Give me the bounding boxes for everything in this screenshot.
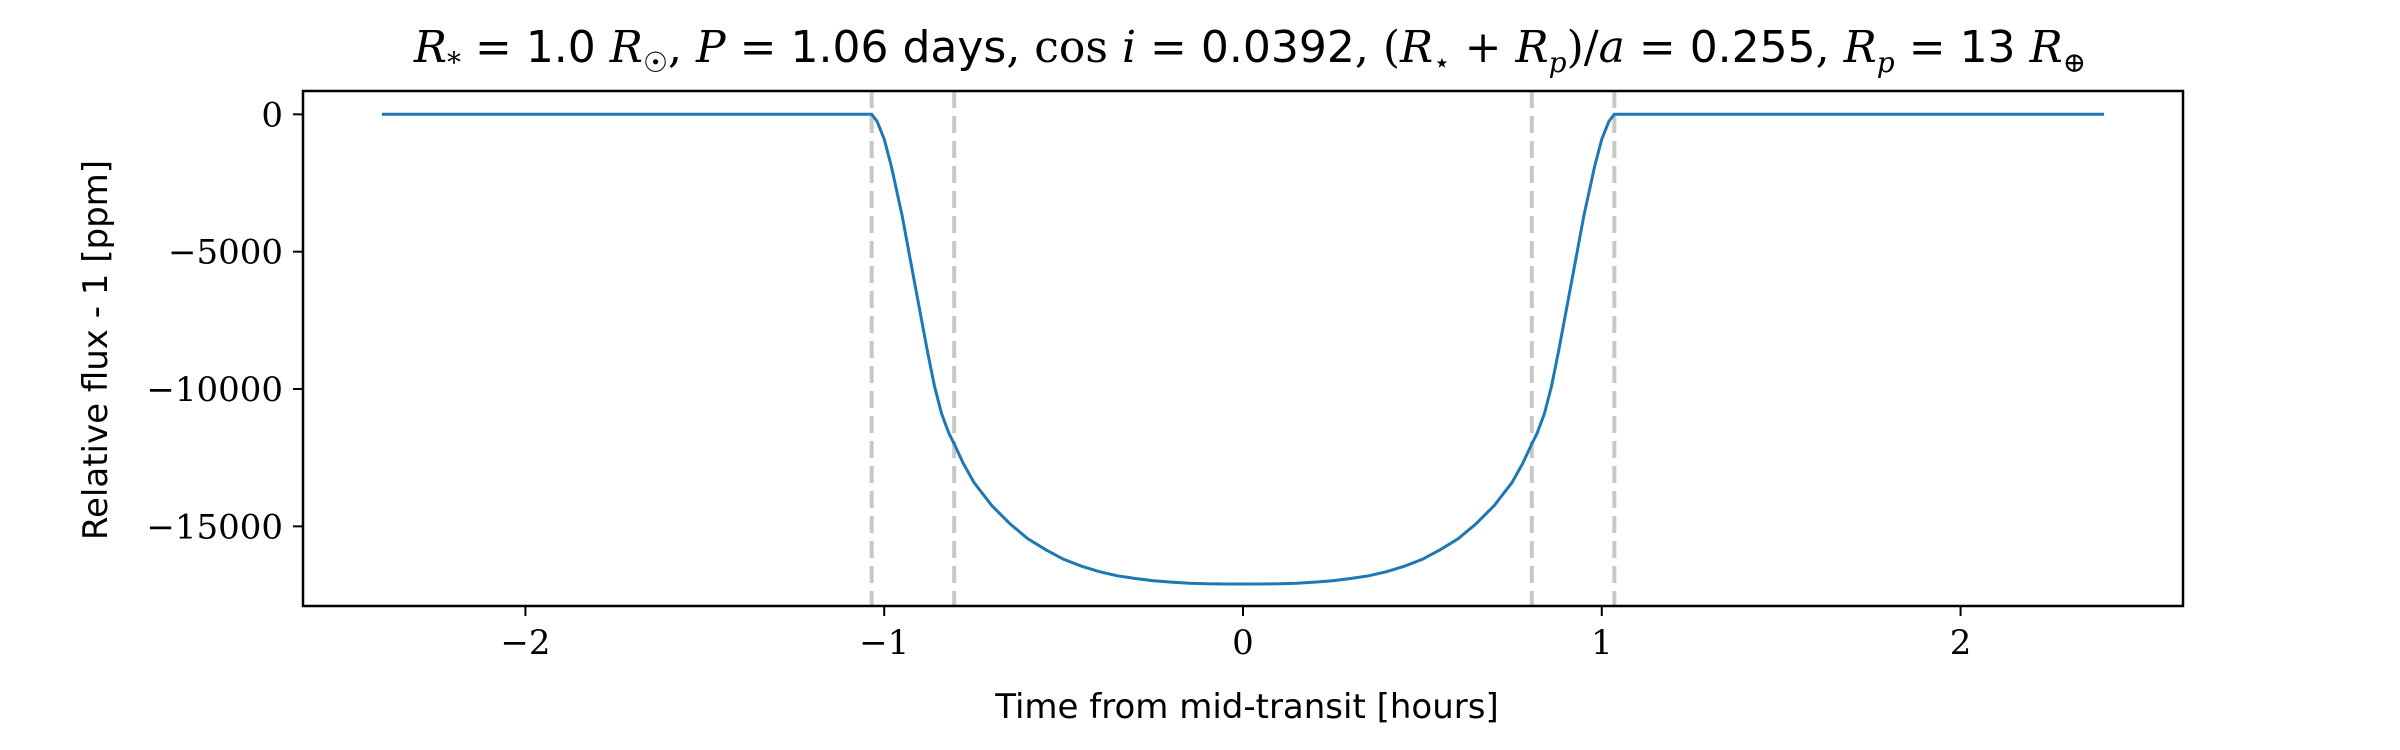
y-axis-ticks: 0 −5000 −10000 −15000 [146,95,303,547]
y-tick-label: −15000 [146,507,283,547]
y-tick-label: −10000 [146,370,283,410]
y-tick-label: −5000 [168,233,283,273]
chart-title: R* = 1.0 R☉, P = 1.06 days, cos i = 0.03… [413,22,2086,79]
x-axis-label: Time from mid-transit [hours] [994,687,1498,727]
x-tick-label: 0 [1232,623,1254,663]
y-axis-label: Relative flux - 1 [ppm] [76,160,116,540]
title-period-unit: days [902,22,1006,73]
x-tick-label: 2 [1950,623,1972,663]
title-stellar-radius: 1.0 [526,22,596,73]
title-planet-radius: 13 [1960,22,2016,73]
light-curve-line-1 [381,112,2105,586]
x-tick-label: −1 [859,623,909,663]
contact-point-lines [869,91,1617,606]
title-cos-inclination: 0.0392 [1201,22,1355,73]
plot-frame [301,89,2185,608]
title-scaled-radius: 0.255 [1690,22,1816,73]
title-period: 1.06 [790,22,888,73]
light-curve-series [381,112,2105,586]
x-axis-ticks: −2 −1 0 1 2 [500,606,1971,663]
x-tick-label: 1 [1591,623,1613,663]
x-tick-label: −2 [500,623,550,663]
y-tick-label: 0 [261,95,283,135]
